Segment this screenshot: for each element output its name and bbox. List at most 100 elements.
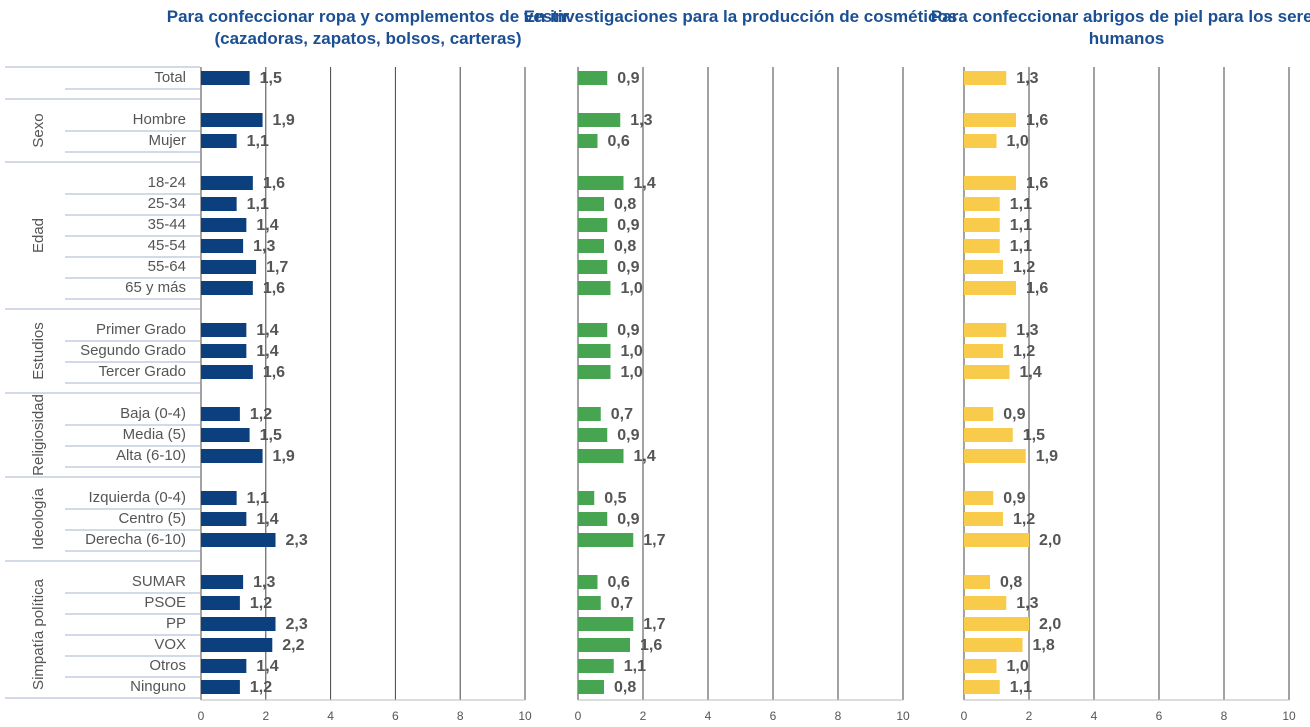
value-label: 0,8 — [614, 238, 636, 255]
bar — [578, 113, 621, 127]
bar — [578, 344, 611, 358]
value-label: 1,8 — [1033, 637, 1055, 654]
bar — [201, 596, 240, 610]
value-label: 1,2 — [250, 406, 272, 423]
x-tick-label: 4 — [705, 709, 712, 723]
value-label: 0,9 — [617, 70, 639, 87]
value-label: 1,9 — [273, 448, 295, 465]
value-label: 1,1 — [1010, 217, 1032, 234]
bar — [201, 407, 240, 421]
value-label: 1,9 — [273, 112, 295, 129]
bar — [578, 680, 604, 694]
bar — [201, 617, 276, 631]
bar — [964, 197, 1000, 211]
category-label: Otros — [149, 657, 186, 674]
group-label: Religiosidad — [30, 394, 47, 476]
value-label: 0,8 — [614, 679, 636, 696]
value-label: 1,7 — [266, 259, 288, 276]
bar — [964, 596, 1007, 610]
panel-title: En investigaciones para la producción de… — [523, 7, 958, 26]
value-label: 1,6 — [640, 637, 662, 654]
category-label: Izquierda (0-4) — [88, 489, 186, 506]
bar — [578, 491, 595, 505]
group-label: Sexo — [30, 113, 47, 147]
value-label: 1,4 — [256, 322, 278, 339]
bar — [964, 512, 1003, 526]
value-label: 1,6 — [263, 364, 285, 381]
value-label: 1,4 — [1020, 364, 1042, 381]
value-label: 1,0 — [1007, 133, 1029, 150]
category-label: 18-24 — [148, 174, 186, 191]
bar — [964, 281, 1016, 295]
value-label: 1,0 — [1007, 658, 1029, 675]
bar — [578, 659, 614, 673]
value-label: 1,6 — [263, 175, 285, 192]
value-label: 1,2 — [1013, 343, 1035, 360]
bar — [578, 575, 598, 589]
value-label: 2,0 — [1039, 532, 1061, 549]
value-label: 1,1 — [247, 490, 269, 507]
x-tick-label: 2 — [262, 709, 269, 723]
x-tick-label: 8 — [835, 709, 842, 723]
value-label: 2,3 — [286, 532, 308, 549]
value-label: 0,9 — [617, 511, 639, 528]
bar — [578, 134, 598, 148]
bar — [201, 71, 250, 85]
x-tick-label: 0 — [961, 709, 968, 723]
bar — [964, 617, 1029, 631]
value-label: 1,4 — [256, 343, 278, 360]
bar — [578, 218, 608, 232]
value-label: 1,3 — [1016, 595, 1038, 612]
bar — [964, 533, 1029, 547]
bar — [964, 680, 1000, 694]
value-label: 1,4 — [634, 175, 656, 192]
bar — [578, 512, 608, 526]
bar — [578, 323, 608, 337]
x-tick-label: 10 — [1282, 709, 1296, 723]
bar — [578, 596, 601, 610]
bar — [201, 113, 263, 127]
x-tick-label: 4 — [327, 709, 334, 723]
bar — [201, 638, 273, 652]
x-tick-label: 6 — [1156, 709, 1163, 723]
bar — [964, 575, 990, 589]
bar — [201, 491, 237, 505]
value-label: 1,2 — [250, 679, 272, 696]
value-label: 1,4 — [634, 448, 656, 465]
value-label: 1,7 — [643, 532, 665, 549]
value-label: 0,7 — [611, 406, 633, 423]
bar — [201, 176, 253, 190]
bar — [964, 344, 1003, 358]
bar — [578, 533, 634, 547]
x-tick-label: 8 — [1221, 709, 1228, 723]
value-label: 1,5 — [1023, 427, 1045, 444]
bar — [578, 428, 608, 442]
bar — [964, 428, 1013, 442]
bar — [578, 260, 608, 274]
value-label: 1,3 — [253, 238, 275, 255]
bar — [964, 323, 1007, 337]
value-label: 1,3 — [1016, 70, 1038, 87]
bar — [201, 218, 247, 232]
category-label: Derecha (6-10) — [85, 531, 186, 548]
bar — [201, 281, 253, 295]
category-label: PSOE — [144, 594, 186, 611]
x-tick-label: 0 — [575, 709, 582, 723]
bar — [964, 113, 1016, 127]
group-label: Simpatía política — [30, 578, 47, 690]
bar — [578, 197, 604, 211]
value-label: 1,4 — [256, 217, 278, 234]
value-label: 1,2 — [1013, 511, 1035, 528]
value-label: 0,9 — [617, 259, 639, 276]
category-label: Media (5) — [123, 426, 186, 443]
value-label: 0,5 — [604, 490, 626, 507]
value-label: 0,9 — [617, 427, 639, 444]
category-label: Alta (6-10) — [116, 447, 186, 464]
value-label: 1,7 — [643, 616, 665, 633]
category-label: Total — [154, 69, 186, 86]
value-label: 2,2 — [282, 637, 304, 654]
bar — [201, 680, 240, 694]
value-label: 1,2 — [250, 595, 272, 612]
bar — [964, 659, 997, 673]
